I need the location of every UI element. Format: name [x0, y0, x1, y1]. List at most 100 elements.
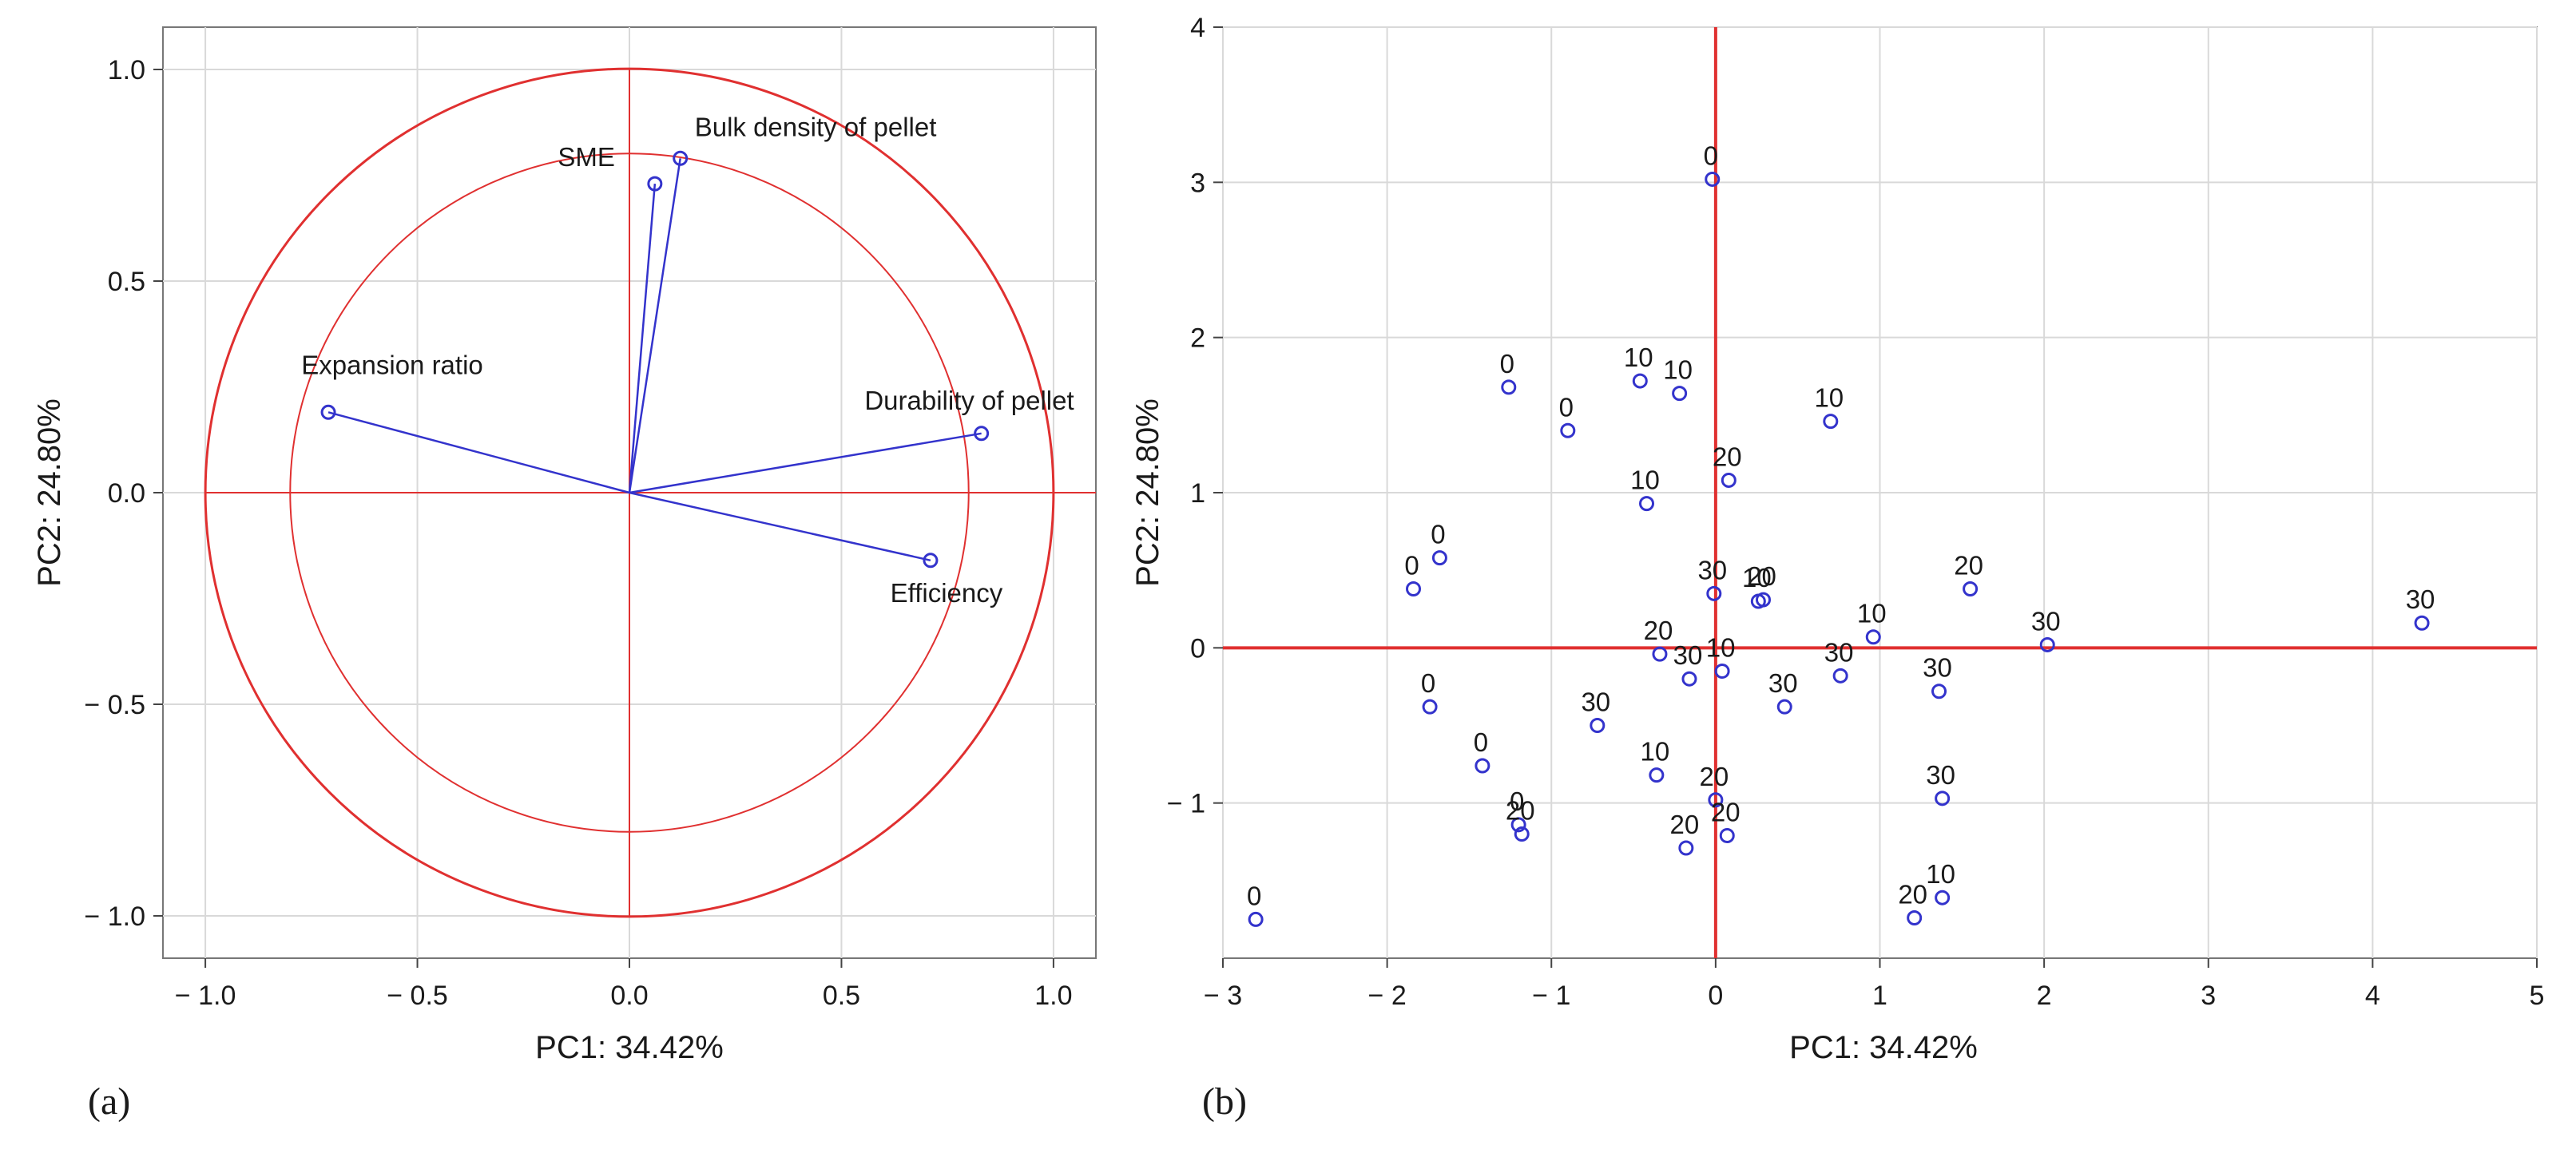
- score-point-label: 10: [1926, 859, 1955, 889]
- score-point: [1756, 592, 1772, 608]
- panel-b-x-tick-label: 1: [1872, 981, 1887, 1011]
- panel-a-zero-axes: [205, 69, 1096, 916]
- score-point: [1714, 663, 1730, 679]
- score-point-label: 10: [1706, 632, 1736, 662]
- score-point-label: 20: [1713, 442, 1742, 471]
- score-point: [1832, 668, 1848, 684]
- score-point-label: 20: [1954, 550, 1983, 580]
- score-point: [1706, 585, 1722, 601]
- score-point: [1590, 718, 1606, 733]
- panel-b-y-tick-label: − 1: [1167, 789, 1205, 819]
- score-point: [1632, 373, 1648, 389]
- panel-a-y-tick-label: 0.5: [108, 267, 145, 297]
- panel-a-x-tick-label: 0.5: [823, 981, 860, 1011]
- score-point: [1678, 840, 1694, 856]
- score-point: [1776, 699, 1792, 715]
- score-point-label: 0: [1704, 141, 1718, 170]
- score-point: [1681, 671, 1697, 687]
- vector-label-bulk-density-of-pellet: Bulk density of pellet: [695, 112, 937, 141]
- score-point: [1963, 581, 1979, 596]
- score-point-label: 20: [1670, 810, 1700, 839]
- vector-label-sme: SME: [558, 142, 615, 172]
- vector-point-durability-of-pellet: [974, 426, 990, 442]
- vector-line-expansion-ratio: [327, 411, 630, 494]
- score-point-label: 20: [1747, 561, 1776, 591]
- panel-a-x-tick-label: 0.0: [610, 981, 648, 1011]
- score-point: [1510, 817, 1526, 833]
- score-point: [1931, 684, 1947, 699]
- score-point: [1422, 699, 1438, 715]
- panel-a-label: (a): [88, 1080, 130, 1123]
- score-point: [2039, 636, 2055, 652]
- score-point-label: 30: [1697, 555, 1727, 584]
- score-point-label: 0: [1510, 787, 1524, 816]
- panel-b-y-tick-label: 1: [1190, 478, 1205, 509]
- score-point: [1935, 890, 1951, 905]
- vector-point-sme: [647, 176, 663, 192]
- score-point: [1514, 826, 1530, 842]
- panel-a-vectors: SME Bulk density of pellet Expansion ratio…: [301, 112, 1074, 607]
- score-point-label: 0: [1431, 520, 1445, 549]
- panel-a-x-axis-title: PC1: 34.42%: [535, 1030, 724, 1065]
- score-point-label: 0: [1421, 668, 1435, 698]
- score-point: [1935, 791, 1951, 806]
- score-point: [1560, 422, 1576, 438]
- score-point: [1705, 171, 1721, 187]
- score-point: [1907, 909, 1923, 925]
- score-point: [1652, 646, 1668, 662]
- vector-line-efficiency: [629, 491, 931, 562]
- score-point: [1475, 758, 1490, 774]
- score-point-label: 10: [1663, 355, 1693, 385]
- panel-a-y-ticks: 1.0 0.5 0.0 − 0.5 − 1.0: [84, 55, 163, 932]
- panel-a-x-tick-label: 1.0: [1034, 981, 1072, 1011]
- score-point: [1721, 472, 1737, 488]
- vector-line-durability-of-pellet: [629, 432, 982, 494]
- panel-b-x-ticks: − 3 − 2 − 1 0 1 2 3 4 5: [1204, 958, 2544, 1011]
- score-point: [1248, 911, 1264, 927]
- score-point: [1719, 827, 1735, 843]
- panel-b-x-tick-label: − 3: [1204, 981, 1242, 1011]
- panel-b-x-tick-label: 3: [2201, 981, 2216, 1011]
- panel-a-x-ticks: − 1.0 − 0.5 0.0 0.5 1.0: [175, 958, 1073, 1011]
- panel-b-zero-axes: [1223, 27, 2537, 958]
- panel-b-x-tick-label: − 1: [1532, 981, 1570, 1011]
- score-point: [1649, 767, 1665, 783]
- score-point-label: 20: [1700, 762, 1729, 791]
- score-point-label: 30: [1673, 640, 1703, 670]
- score-point-label: 30: [2031, 606, 2061, 636]
- panel-b-x-tick-label: 0: [1708, 981, 1723, 1011]
- score-point: [1672, 386, 1688, 402]
- score-point-label: 30: [1768, 668, 1798, 698]
- panel-a-y-axis-title: PC2: 24.80%: [32, 398, 67, 587]
- score-point-label: 20: [1898, 879, 1927, 909]
- score-point: [1708, 792, 1724, 808]
- score-point: [1406, 581, 1422, 596]
- panel-b-grid: [1222, 26, 2538, 958]
- panel-b-y-tick-label: 4: [1190, 13, 1205, 43]
- score-point: [1865, 629, 1881, 645]
- score-point-label: 30: [1581, 688, 1610, 717]
- panel-a-x-tick-label: − 0.5: [387, 981, 448, 1011]
- score-point-label: 30: [2406, 584, 2435, 614]
- score-point: [1639, 496, 1655, 512]
- score-point-label: 0: [1474, 727, 1488, 757]
- score-point-label: 20: [1506, 796, 1535, 826]
- score-point-label: 10: [1742, 563, 1772, 592]
- vector-point-expansion-ratio: [320, 404, 336, 420]
- panel-b-x-tick-label: 4: [2365, 981, 2380, 1011]
- score-point-label: 0: [1247, 881, 1261, 910]
- vector-point-efficiency: [923, 553, 939, 569]
- panel-a-y-tick-label: 1.0: [108, 55, 145, 85]
- panel-b-y-tick-label: 3: [1190, 168, 1205, 198]
- panel-a-y-tick-label: − 1.0: [84, 901, 145, 932]
- score-point-label: 20: [1644, 616, 1673, 645]
- panel-a-y-tick-label: − 0.5: [84, 690, 145, 720]
- score-point-label: 20: [1711, 797, 1740, 826]
- score-point-label: 0: [1404, 550, 1419, 580]
- panel-b-y-ticks: 4 3 2 1 0 − 1: [1167, 13, 1223, 819]
- score-point-label: 0: [1559, 392, 1574, 422]
- panel-a-correlation-circle: SME Bulk density of pellet Expansion ratio…: [32, 26, 1097, 1123]
